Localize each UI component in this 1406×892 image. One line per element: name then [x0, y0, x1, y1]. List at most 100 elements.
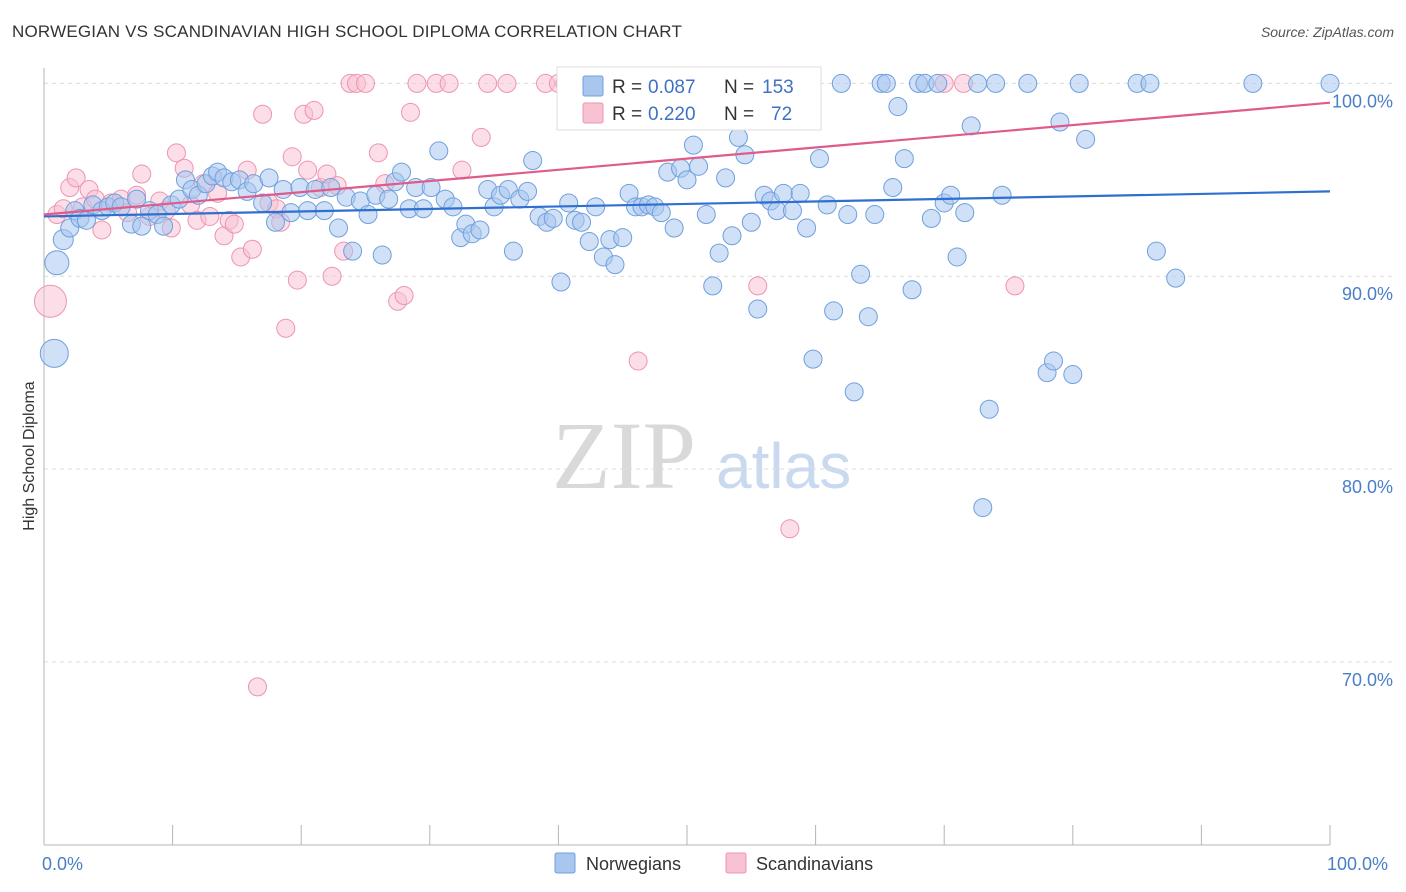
norwegians-point-132: [941, 185, 961, 205]
norwegians-point-69: [523, 151, 543, 171]
norwegians-point-129: [921, 208, 941, 228]
norwegians-point-45: [358, 205, 378, 225]
scandinavians-trend-line: [43, 101, 1331, 216]
scandinavians-point-30: [242, 239, 262, 259]
series-legend: Norwegians Scandinavians: [554, 852, 873, 874]
norwegians-point-100: [728, 127, 748, 147]
norwegians-point-136: [968, 73, 988, 93]
norwegians-point-139: [986, 73, 1006, 93]
scandinavians-point-50: [368, 143, 388, 163]
norwegians-point-93: [683, 135, 703, 155]
norwegians-point-150: [1146, 241, 1166, 261]
norwegians-point-97: [709, 243, 729, 263]
chart-title: NORWEGIAN VS SCANDINAVIAN HIGH SCHOOL DI…: [12, 22, 683, 41]
x-tick-labels: 0.0% 100.0%: [42, 854, 1388, 874]
norwegians-point-98: [716, 168, 736, 188]
legend-n-value-1: 72: [771, 104, 792, 125]
correlation-legend: R = 0.087 N = 153 R = 0.220 N = 72: [556, 66, 822, 131]
scandinavians-point-66: [628, 351, 648, 371]
norwegians-point-1: [44, 250, 70, 276]
norwegians-point-48: [379, 189, 399, 209]
norwegians-point-113: [817, 195, 837, 215]
legend-swatch-norwegians: [582, 75, 604, 97]
norwegians-point-134: [955, 203, 975, 223]
norwegians-point-112: [809, 149, 829, 169]
norwegians-point-68: [518, 181, 538, 201]
scandinavians-point-49: [356, 73, 375, 93]
norwegians-point-33: [265, 212, 285, 232]
norwegians-point-77: [579, 232, 599, 252]
norwegians-point-122: [876, 73, 896, 93]
norwegians-point-13: [127, 189, 147, 209]
scandinavians-point-68: [780, 519, 800, 539]
y-axis-label: High School Diploma: [21, 381, 38, 531]
norwegians-point-57: [443, 197, 463, 217]
norwegians-point-116: [838, 205, 858, 225]
scandinavians-point-40: [298, 160, 318, 180]
norwegians-point-88: [651, 203, 671, 223]
watermark-atlas: atlas: [716, 430, 851, 502]
scandinavians-point-57: [439, 73, 459, 93]
norwegians-point-152: [1243, 73, 1263, 93]
norwegians-point-117: [844, 382, 864, 402]
norwegians-point-47: [372, 245, 392, 265]
legend-n-label-1: N =: [724, 104, 754, 125]
scandinavians-point-44: [322, 266, 342, 286]
norwegians-point-74: [559, 193, 579, 213]
norwegians-point-66: [503, 241, 523, 261]
scandinavians-point-38: [287, 270, 307, 290]
norwegians-point-95: [696, 205, 716, 225]
norwegians-point-94: [689, 156, 709, 176]
norwegians-point-146: [1069, 73, 1089, 93]
y-tick-label-80: 80.0%: [1342, 477, 1393, 497]
norwegians-point-55: [429, 141, 449, 161]
norwegians-point-61: [470, 220, 490, 240]
legend-swatch-scandinavians: [582, 102, 604, 124]
scandinavians-point-37: [282, 147, 302, 167]
norwegians-point-123: [883, 178, 903, 198]
norwegians-point-119: [858, 307, 878, 327]
legend-n-label-0: N =: [724, 77, 754, 98]
norwegians-point-54: [421, 178, 441, 198]
scandinavians-point-67: [748, 276, 768, 296]
scandinavians-point-54: [401, 102, 421, 122]
scandinavians-point-32: [253, 104, 273, 124]
norwegians-point-110: [797, 218, 817, 238]
watermark-zip: ZIP: [552, 402, 696, 509]
x-tick-label-0: 0.0%: [42, 854, 83, 874]
x-tick-label-100: 100.0%: [1327, 854, 1388, 874]
axes: [43, 68, 1331, 846]
norwegians-point-103: [748, 299, 768, 319]
norwegians-trend-line: [43, 190, 1331, 218]
norwegians-point-141: [1018, 73, 1038, 93]
scandinavians-point-61: [497, 73, 517, 93]
norwegians-point-133: [947, 247, 967, 267]
scandinavians-point-4: [66, 168, 86, 188]
legend-n-value-0: 153: [762, 77, 794, 98]
norwegians-point-147: [1076, 129, 1096, 149]
legend-r-value-1: 0.220: [648, 104, 696, 125]
norwegians-point-124: [888, 97, 908, 117]
legend-label-scandinavians: Scandinavians: [756, 854, 873, 874]
norwegians-point-32: [259, 168, 279, 188]
norwegians-point-40: [321, 178, 341, 198]
norwegians-point-140: [992, 185, 1012, 205]
norwegians-point-115: [831, 73, 851, 93]
scandinavians-point-60: [478, 73, 498, 93]
norwegians-point-114: [824, 301, 844, 321]
norwegians-point-90: [664, 218, 684, 238]
norwegians-point-151: [1166, 268, 1186, 288]
norwegians-point-17: [154, 216, 174, 236]
scandinavians-point-41: [304, 100, 324, 120]
norwegians-point-41: [328, 218, 348, 238]
norwegians-point-109: [790, 183, 810, 203]
norwegians-point-143: [1044, 351, 1064, 371]
norwegians-point-81: [605, 255, 625, 275]
legend-swatch-norwegians-bottom: [554, 852, 576, 874]
norwegians-point-118: [851, 264, 871, 284]
scandinavians-point-8: [92, 220, 112, 240]
norwegians-point-108: [782, 201, 802, 221]
norwegians-point-50: [392, 162, 412, 182]
scandinavians-point-71: [1005, 276, 1025, 296]
